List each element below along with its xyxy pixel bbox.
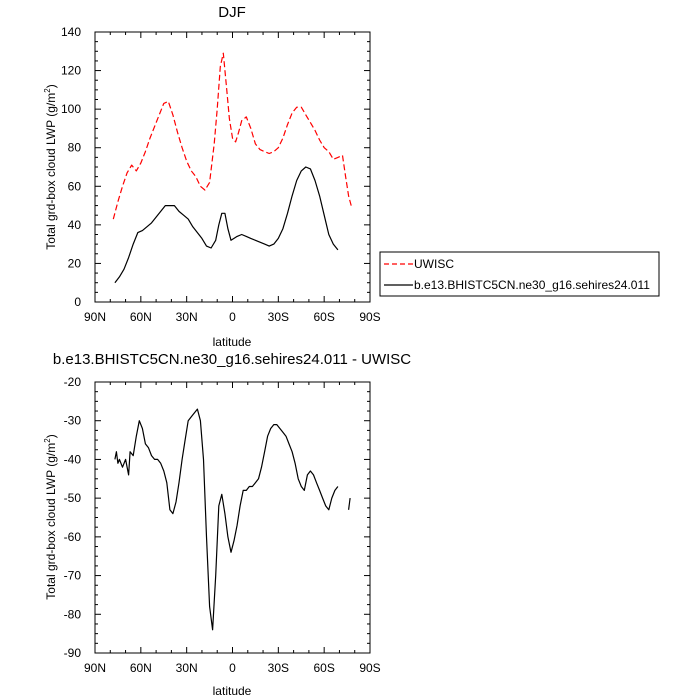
top-series-line-2 xyxy=(114,166,339,284)
top-series-line-1 xyxy=(112,52,353,220)
bottom-y-tick-label: -50 xyxy=(64,491,82,505)
bottom-y-tick-label: -30 xyxy=(64,414,82,428)
top-x-tick-label: 30S xyxy=(268,310,289,324)
top-x-tick-label: 0 xyxy=(229,310,236,324)
top-y-tick-label: 40 xyxy=(68,218,82,232)
top-y-tick-label: 80 xyxy=(68,141,82,155)
top-y-tick-label: 120 xyxy=(61,64,81,78)
top-y-tick-label: 20 xyxy=(68,256,82,270)
top-x-tick-label: 30N xyxy=(176,310,198,324)
bottom-y-tick-label: -60 xyxy=(64,530,82,544)
bottom-x-tick-label: 90S xyxy=(359,661,380,675)
top-y-tick-label: 140 xyxy=(61,25,81,39)
legend-label-uwisc: UWISC xyxy=(414,257,454,271)
top-y-tick-label: 100 xyxy=(61,102,81,116)
bottom-x-axis-label: latitude xyxy=(213,684,252,698)
top-x-tick-label: 60S xyxy=(313,310,334,324)
top-x-tick-label: 90S xyxy=(359,310,380,324)
top-series-lines xyxy=(112,52,353,284)
legend: UWISC b.e13.BHISTC5CN.ne30_g16.sehires24… xyxy=(379,251,660,297)
bottom-x-tick-label: 60S xyxy=(313,661,334,675)
top-y-tick-label: 60 xyxy=(68,179,82,193)
legend-box xyxy=(379,251,660,297)
top-axis-ticks: 90N 60N 30N 0 30S 60S 90S 0 20 40 60 80 100 120 140 xyxy=(61,25,381,324)
bottom-y-tick-label: -20 xyxy=(64,375,82,389)
top-plot-frame xyxy=(94,31,371,303)
bottom-y-tick-label: -80 xyxy=(64,607,82,621)
bottom-y-axis-label: Total grd-box cloud LWP (g/m2) xyxy=(43,434,58,599)
legend-label-model: b.e13.BHISTC5CN.ne30_g16.sehires24.011 xyxy=(414,278,650,292)
top-panel: DJF 90N 60N 30N 0 30S 60S 90S 0 20 40 60 80 100 120 14… xyxy=(43,4,381,349)
top-x-tick-label: 90N xyxy=(84,310,106,324)
top-chart-title: DJF xyxy=(218,4,246,21)
bottom-y-tick-label: -40 xyxy=(64,452,82,466)
bottom-series-line-1 xyxy=(114,408,339,631)
bottom-x-tick-label: 90N xyxy=(84,661,106,675)
bottom-panel: b.e13.BHISTC5CN.ne30_g16.sehires24.011 -… xyxy=(43,351,411,698)
bottom-x-tick-label: 0 xyxy=(229,661,236,675)
top-y-tick-label: 0 xyxy=(74,295,81,309)
top-y-axis-label: Total grd-box cloud LWP (g/m2) xyxy=(43,84,58,249)
bottom-series-line-2 xyxy=(348,498,351,510)
bottom-chart-title: b.e13.BHISTC5CN.ne30_g16.sehires24.011 -… xyxy=(53,351,411,368)
top-x-axis-label: latitude xyxy=(213,335,252,349)
bottom-x-tick-label: 60N xyxy=(130,661,152,675)
bottom-x-tick-label: 30N xyxy=(176,661,198,675)
bottom-plot-frame xyxy=(94,381,371,654)
bottom-axis-ticks: 90N 60N 30N 0 30S 60S 90S -90 -80 -70 -60 -50 -40 -30… xyxy=(64,375,381,675)
bottom-series-lines xyxy=(114,408,351,631)
top-x-tick-label: 60N xyxy=(130,310,152,324)
bottom-x-tick-label: 30S xyxy=(268,661,289,675)
bottom-y-tick-label: -90 xyxy=(64,646,82,660)
bottom-y-tick-label: -70 xyxy=(64,569,82,583)
